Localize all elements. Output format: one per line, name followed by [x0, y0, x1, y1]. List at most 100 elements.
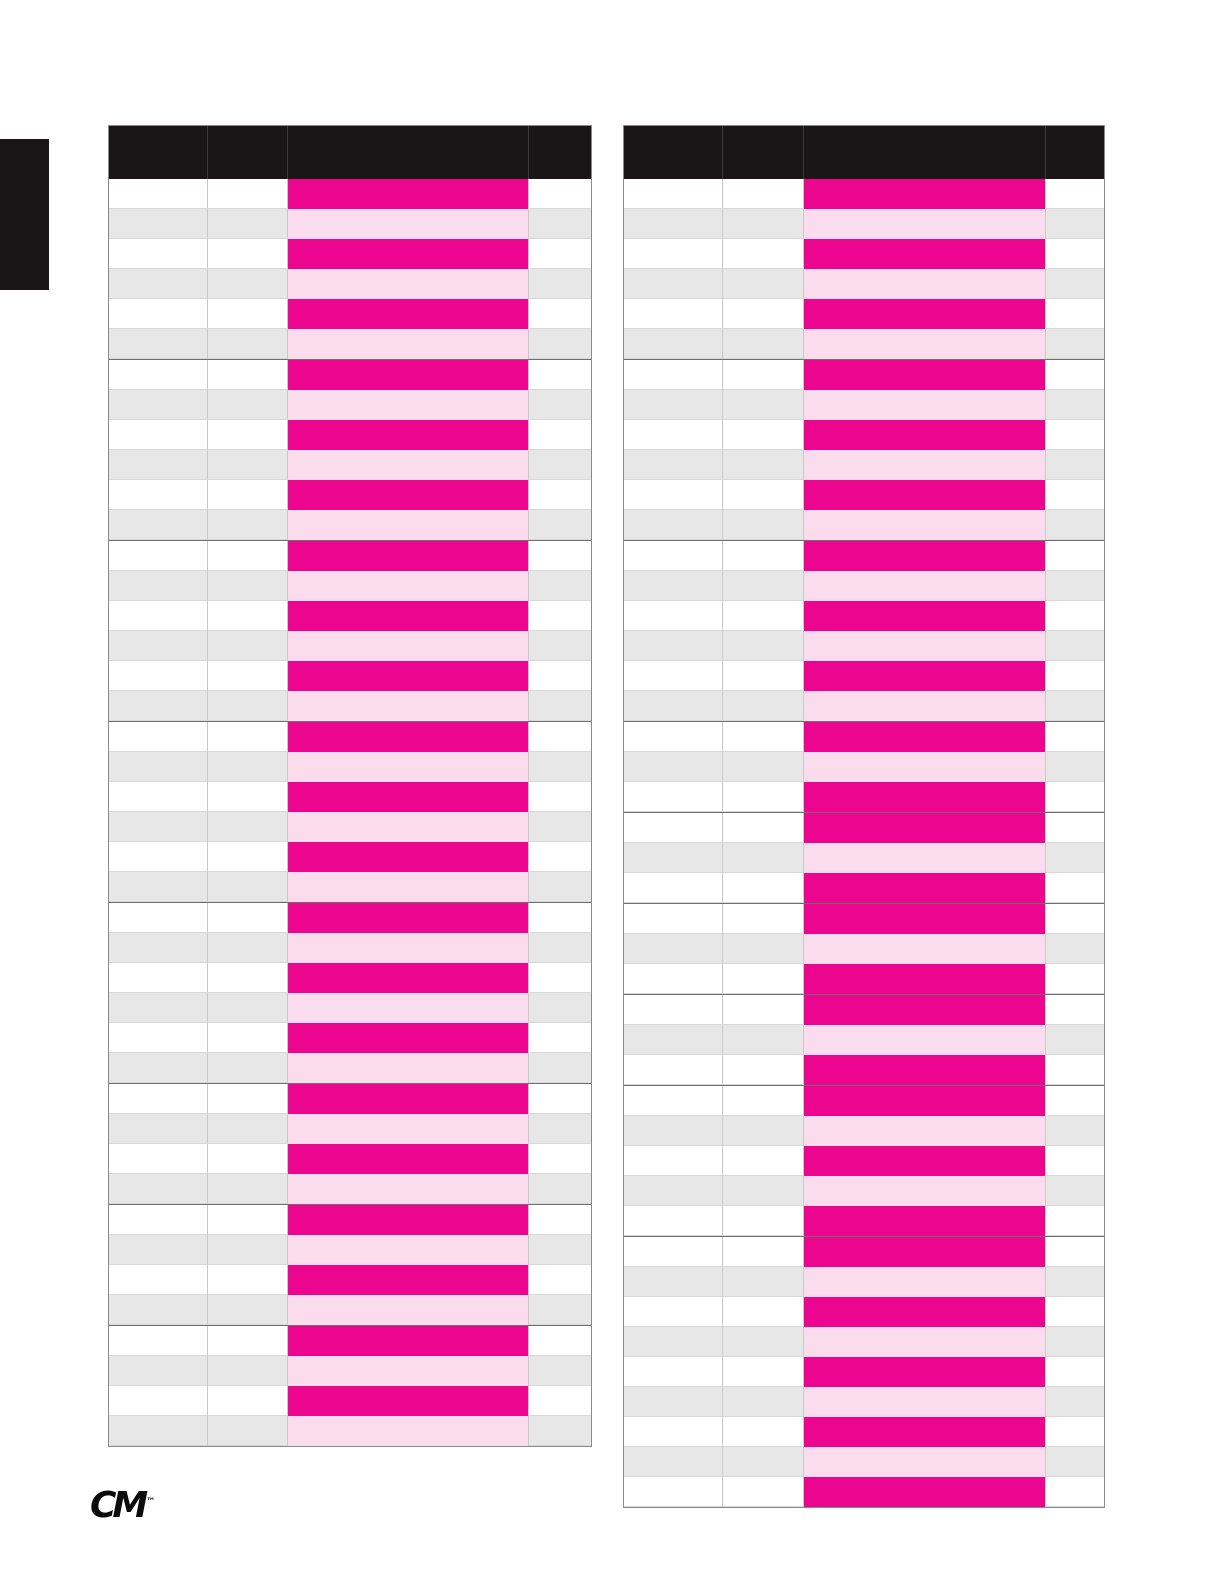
data-cell [1046, 480, 1104, 510]
data-cell [529, 661, 591, 691]
data-cell [529, 571, 591, 601]
highlight-cell [288, 299, 529, 329]
data-cell [723, 1297, 804, 1327]
data-cell [1046, 1267, 1104, 1297]
data-cell [208, 933, 288, 963]
data-cell [109, 420, 208, 450]
data-cell [624, 904, 723, 934]
highlight-cell [288, 963, 529, 993]
data-cell [208, 1326, 288, 1356]
data-cell [109, 1265, 208, 1295]
data-cell [109, 752, 208, 782]
highlight-cell [288, 812, 529, 842]
data-cell [208, 179, 288, 209]
data-cell [1046, 873, 1104, 903]
row-group [624, 721, 1104, 812]
data-cell [529, 1053, 591, 1083]
data-cell [109, 1235, 208, 1265]
data-cell [208, 661, 288, 691]
data-cell [1046, 1116, 1104, 1146]
data-cell [723, 239, 804, 269]
highlight-cell [288, 872, 529, 902]
data-cell [208, 1265, 288, 1295]
data-cell [624, 964, 723, 994]
data-cell [208, 390, 288, 420]
table-row [624, 661, 1104, 691]
highlight-cell [804, 631, 1046, 661]
data-cell [1046, 571, 1104, 601]
data-cell [109, 812, 208, 842]
table-row [624, 1025, 1104, 1055]
data-cell [529, 601, 591, 631]
highlight-cell [804, 752, 1046, 782]
data-cell [1046, 601, 1104, 631]
data-cell [529, 1174, 591, 1204]
data-cell [624, 1297, 723, 1327]
highlight-cell [804, 1477, 1046, 1507]
data-cell [529, 269, 591, 299]
table-row [109, 420, 591, 450]
highlight-cell [288, 631, 529, 661]
data-cell [208, 1356, 288, 1386]
table-row [109, 872, 591, 902]
data-cell [109, 269, 208, 299]
column-header [804, 126, 1046, 179]
data-cell [1046, 813, 1104, 843]
data-cell [723, 1176, 804, 1206]
data-cell [1046, 510, 1104, 540]
highlight-cell [288, 541, 529, 571]
data-cell [1046, 1176, 1104, 1206]
data-cell [208, 631, 288, 661]
data-cell [529, 722, 591, 752]
table-row [624, 1357, 1104, 1387]
highlight-cell [804, 239, 1046, 269]
highlight-cell [804, 1417, 1046, 1447]
column-header [288, 126, 529, 179]
table-row [624, 995, 1104, 1025]
data-cell [529, 933, 591, 963]
data-cell [208, 1023, 288, 1053]
table-header [624, 126, 1104, 179]
highlight-cell [288, 661, 529, 691]
data-cell [1046, 1086, 1104, 1116]
data-cell [529, 752, 591, 782]
table-row [624, 541, 1104, 571]
data-cell [723, 1327, 804, 1357]
data-cell [723, 179, 804, 209]
data-cell [109, 571, 208, 601]
data-cell [723, 541, 804, 571]
data-cell [109, 601, 208, 631]
data-cell [624, 209, 723, 239]
table-row [624, 843, 1104, 873]
data-cell [1046, 299, 1104, 329]
data-cell [1046, 722, 1104, 752]
highlight-cell [804, 1327, 1046, 1357]
highlight-cell [804, 1237, 1046, 1267]
data-cell [1046, 1327, 1104, 1357]
data-cell [723, 1357, 804, 1387]
table-row [109, 903, 591, 933]
table-row [109, 691, 591, 721]
highlight-cell [804, 661, 1046, 691]
data-cell [109, 1356, 208, 1386]
highlight-cell [288, 1023, 529, 1053]
data-cell [723, 934, 804, 964]
highlight-cell [804, 209, 1046, 239]
data-cell [723, 420, 804, 450]
table-row [109, 631, 591, 661]
data-cell [109, 209, 208, 239]
highlight-cell [804, 179, 1046, 209]
table-row [109, 1265, 591, 1295]
table-row [109, 1084, 591, 1114]
data-cell [109, 329, 208, 359]
data-cell [208, 1084, 288, 1114]
data-cell [529, 480, 591, 510]
row-group [109, 540, 591, 721]
data-cell [1046, 1237, 1104, 1267]
highlight-cell [288, 269, 529, 299]
data-cell [624, 450, 723, 480]
data-cell [723, 571, 804, 601]
data-cell [624, 1237, 723, 1267]
data-cell [109, 510, 208, 540]
data-cell [624, 1116, 723, 1146]
